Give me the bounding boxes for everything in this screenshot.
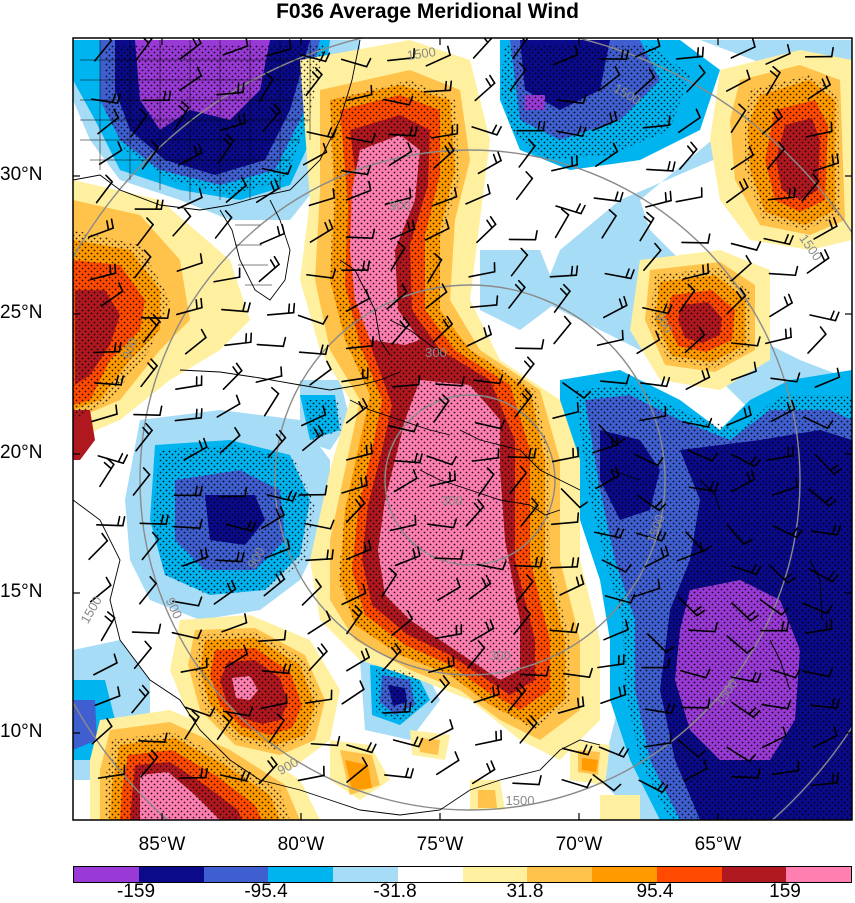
lat-label-20n: 20°N (0, 442, 68, 464)
colorbar (73, 866, 852, 883)
range-ring-label: 1500 (506, 793, 535, 808)
colorbar-segment (722, 867, 787, 882)
colorbar-segment (74, 867, 139, 882)
range-ring-label: 300 (441, 493, 463, 508)
colorbar-segment (333, 867, 398, 882)
colorbar-segment (139, 867, 204, 882)
colorbar-segment (786, 867, 851, 882)
lat-label-25n: 25°N (0, 302, 68, 324)
lon-label-70w: 70°W (529, 834, 629, 856)
map-field (15, 25, 855, 900)
colorbar-segment (398, 867, 463, 882)
colorbar-segment (268, 867, 333, 882)
range-ring-label: 300 (425, 345, 447, 360)
lon-label-65w: 65°W (668, 834, 768, 856)
range-ring-label: 300 (489, 648, 511, 663)
lat-label-30n: 30°N (0, 164, 68, 186)
lat-label-10n: 10°N (0, 721, 68, 743)
colorbar-segment (527, 867, 592, 882)
colorbar-segment (657, 867, 722, 882)
colorbar-segment (204, 867, 269, 882)
lat-label-15n: 15°N (0, 581, 68, 603)
colorbar-segment (592, 867, 657, 882)
colorbar-segment (463, 867, 528, 882)
range-ring-label: 900 (389, 198, 411, 213)
map-title: F036 Average Meridional Wind (0, 0, 855, 24)
lon-label-75w: 75°W (390, 834, 490, 856)
lon-label-80w: 80°W (251, 834, 351, 856)
lon-label-85w: 85°W (112, 834, 212, 856)
